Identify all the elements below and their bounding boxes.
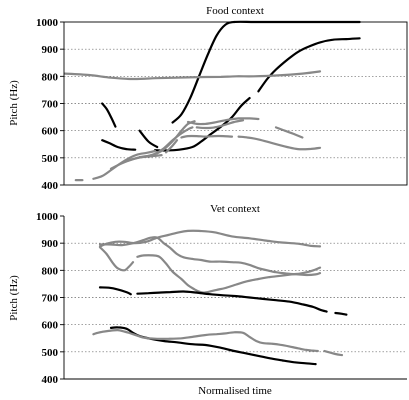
x-axis-label: Normalised time <box>198 385 272 397</box>
pitch-contour-vet-1 <box>98 229 322 248</box>
y-tick-label-vet-500: 500 <box>42 347 59 359</box>
pitch-contour-food-17 <box>180 134 234 139</box>
pitch-contour-food-7 <box>63 70 322 81</box>
pitch-contour-food-6 <box>171 20 361 124</box>
panel-title-vet: Vet context <box>210 203 260 215</box>
pitch-contour-vet-6 <box>136 290 328 313</box>
pitch-contour-food-1 <box>101 102 117 128</box>
pitch-contour-food-9 <box>92 149 157 180</box>
y-ticks-vet: 400 500 600 700 800 900 1000 <box>36 211 64 386</box>
y-ticks-food: 400 500 600 700 800 900 1000 <box>36 17 64 192</box>
pitch-contour-vet-4 <box>136 254 322 294</box>
series-vet <box>92 229 348 366</box>
panel-title-food: Food context <box>206 5 264 17</box>
y-tick-label-food-1000: 1000 <box>36 17 59 29</box>
y-tick-label-vet-600: 600 <box>42 320 59 332</box>
pitch-contour-food-14 <box>274 126 304 139</box>
pitch-contour-vet-5 <box>98 286 132 296</box>
pitch-contour-food-16 <box>164 139 179 154</box>
pitch-contour-food-4 <box>153 97 251 152</box>
y-tick-label-food-400: 400 <box>42 180 59 192</box>
pitch-contour-food-18 <box>237 135 322 151</box>
pitch-contour-vet-2 <box>98 236 322 277</box>
y-tick-label-vet-700: 700 <box>42 293 59 305</box>
pitch-contour-vet-9 <box>92 328 319 353</box>
y-tick-label-food-500: 500 <box>42 153 59 165</box>
y-tick-label-food-700: 700 <box>42 99 59 111</box>
panel-food: Food context Pitch (Hz) 400 500 600 700 800 9… <box>8 5 408 192</box>
pitch-contour-food-11 <box>186 117 260 126</box>
pitch-contour-vet-8 <box>109 326 317 366</box>
y-tick-label-vet-1000: 1000 <box>36 211 59 223</box>
pitch-contour-food-2 <box>138 129 159 149</box>
y-tick-label-food-900: 900 <box>42 44 59 56</box>
y-tick-label-vet-900: 900 <box>42 238 59 250</box>
pitch-contour-vet-7 <box>334 311 348 316</box>
gridlines-food <box>64 48 407 159</box>
pitch-contour-vet-3 <box>98 246 135 272</box>
pitch-contour-food-3 <box>101 139 137 151</box>
panel-vet: Vet context Pitch (Hz) 400 500 600 700 800 90… <box>8 203 407 397</box>
pitch-contour-food-5 <box>257 37 361 93</box>
y-tick-label-vet-400: 400 <box>42 374 59 386</box>
y-tick-label-food-800: 800 <box>42 71 59 83</box>
series-food <box>63 20 361 182</box>
y-axis-label-vet: Pitch (Hz) <box>8 275 20 321</box>
y-axis-label-food: Pitch (Hz) <box>8 80 20 126</box>
pitch-contour-food-15 <box>138 154 163 159</box>
y-tick-label-food-600: 600 <box>42 126 59 138</box>
gridlines-vet <box>64 242 407 353</box>
plot-frame-food <box>63 21 408 186</box>
pitch-contour-food-13 <box>195 119 245 130</box>
pitch-contour-vet-10 <box>323 349 344 357</box>
y-tick-label-vet-800: 800 <box>42 265 59 277</box>
